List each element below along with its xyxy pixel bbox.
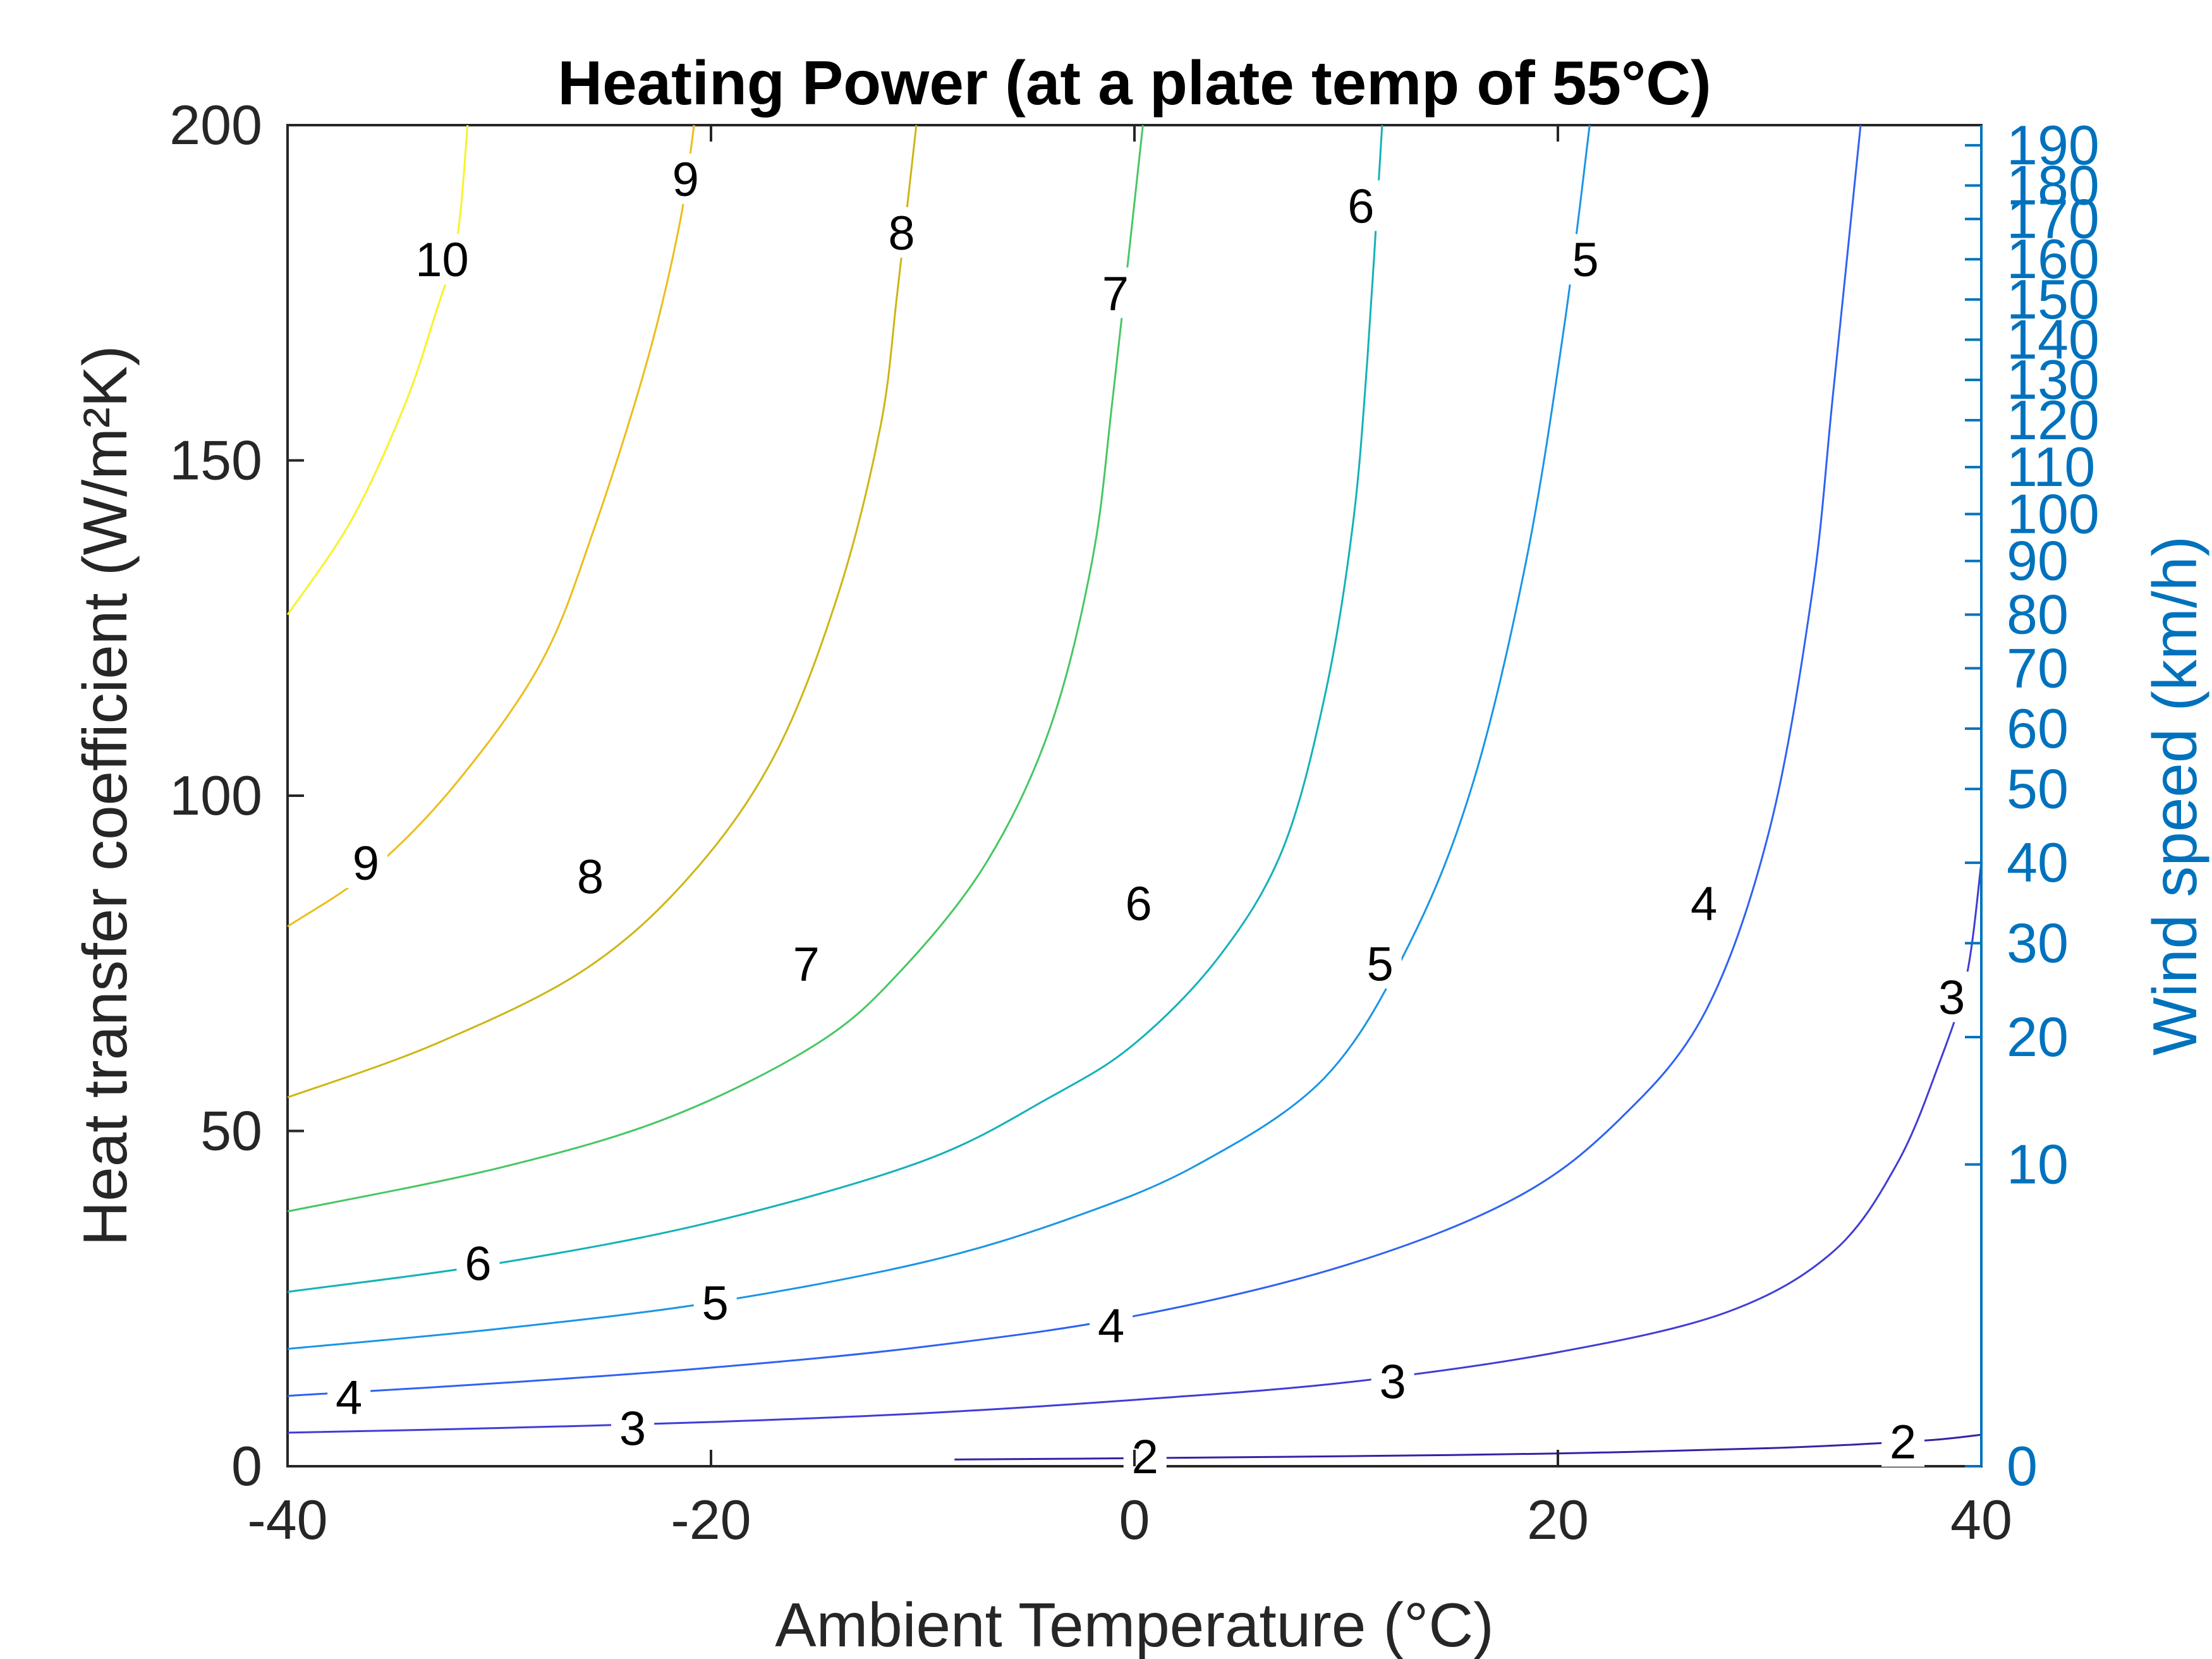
contour-label-gap — [1881, 1416, 1925, 1467]
right-tick-label: 180 — [2007, 154, 2100, 216]
right-tick-label: 150 — [2007, 268, 2100, 331]
contour-label-gap — [456, 1237, 500, 1289]
contour-label-6: 6 — [1347, 179, 1374, 233]
contour-label-gap — [1339, 180, 1383, 231]
contour-label-2: 2 — [1890, 1416, 1916, 1469]
right-tick-label: 190 — [2007, 114, 2100, 176]
contour-label-gap — [420, 234, 464, 285]
contour-label-3: 3 — [619, 1402, 646, 1456]
contour-line-5 — [287, 125, 1591, 1350]
right-tick-label: 120 — [2007, 389, 2100, 451]
contour-label-gap — [693, 1277, 737, 1328]
x-axis-label: Ambient Temperature (°C) — [775, 1590, 1494, 1659]
y-tick-label: 50 — [200, 1100, 262, 1162]
right-tick-label: 170 — [2007, 188, 2100, 250]
right-tick-label: 70 — [2007, 636, 2069, 699]
contour-label-gap — [664, 153, 707, 204]
contour-label-gap — [1564, 234, 1607, 285]
y-tick-label: 150 — [169, 429, 262, 492]
contour-label-gap — [1090, 1300, 1133, 1351]
y-axis-label: Heat transfer coefficient (W/m²K) — [70, 345, 140, 1246]
right-tick-label: 50 — [2007, 757, 2069, 820]
contour-line-9 — [287, 125, 695, 928]
contour-label-gap — [1358, 938, 1402, 989]
contour-label-4: 4 — [336, 1371, 362, 1425]
contour-label-gap — [327, 1371, 371, 1423]
contour-label-4: 4 — [1691, 877, 1717, 931]
contour-label-gap — [880, 207, 923, 258]
contour-label-9: 9 — [672, 153, 699, 207]
x-tick-label: 0 — [1119, 1488, 1150, 1551]
contour-label-gap — [1930, 971, 1974, 1023]
right-tick-label: 100 — [2007, 482, 2100, 545]
x-tick-label: 20 — [1527, 1488, 1589, 1551]
contour-label-4: 4 — [1098, 1299, 1124, 1353]
right-axis-label: Wind speed (km/h) — [2140, 536, 2209, 1055]
contour-label-7: 7 — [1102, 267, 1129, 320]
contour-label-gap — [569, 851, 612, 902]
right-tick-label: 20 — [2007, 1006, 2069, 1068]
contour-label-8: 8 — [577, 850, 604, 904]
right-tick-label: 90 — [2007, 530, 2069, 592]
y-tick-label: 100 — [169, 764, 262, 827]
right-tick-label: 0 — [2007, 1435, 2038, 1497]
right-tick-label: 110 — [2007, 435, 2095, 498]
plot-area — [286, 124, 1983, 1468]
contour-label-5: 5 — [1366, 937, 1393, 991]
contour-line-4 — [287, 125, 1862, 1397]
right-tick-label: 80 — [2007, 583, 2069, 646]
contour-label-10: 10 — [415, 233, 469, 287]
contour-labels: 2 2 3 3 3 4 4 4 5 5 5 6 6 6 7 7 8 8 9 9 10 — [327, 153, 1974, 1484]
y-tick-label: 0 — [231, 1435, 262, 1497]
right-tick-label: 40 — [2007, 831, 2069, 894]
right-tick-label: 130 — [2007, 348, 2100, 411]
contour-label-gap — [784, 938, 828, 989]
contour-label-8: 8 — [888, 207, 915, 260]
right-tick-label: 140 — [2007, 308, 2100, 371]
right-axis-ticks: 0 10 20 30 40 5060708090100110120130140150160… — [1965, 114, 2100, 1497]
contour-label-gap — [344, 837, 387, 889]
contour-line-6 — [287, 125, 1383, 1293]
right-tick-label: 30 — [2007, 911, 2069, 974]
contour-label-2: 2 — [1132, 1430, 1158, 1484]
contour-label-gap — [1371, 1356, 1414, 1407]
y-axis-ticks: 0 50 100 150 200 — [169, 94, 304, 1497]
y-tick-label: 200 — [169, 94, 262, 156]
contour-label-3: 3 — [1380, 1355, 1406, 1409]
contour-label-gap — [1123, 1431, 1167, 1482]
contour-label-gap — [1682, 877, 1726, 928]
contour-label-gap — [1093, 267, 1137, 319]
contour-label-7: 7 — [793, 937, 820, 991]
right-tick-label: 10 — [2007, 1133, 2069, 1196]
contour-label-9: 9 — [353, 837, 379, 890]
contour-label-6: 6 — [465, 1237, 491, 1291]
contour-line-10 — [286, 125, 469, 616]
contour-label-gap — [1117, 877, 1160, 928]
contour-line-7 — [287, 125, 1144, 1213]
right-tick-label: 160 — [2007, 228, 2100, 290]
contour-label-5: 5 — [702, 1277, 729, 1330]
x-tick-label: -40 — [247, 1488, 327, 1551]
contour-line-8 — [287, 125, 918, 1098]
contour-lines — [286, 125, 1983, 1461]
x-axis-ticks: -40 -20 0 20 40 — [247, 125, 2012, 1551]
contour-label-5: 5 — [1572, 233, 1598, 287]
x-tick-label: -20 — [671, 1488, 751, 1551]
chart-title: Heating Power (at a plate temp of 55°C) — [557, 48, 1711, 118]
contour-line-3 — [287, 862, 1983, 1434]
contour-label-3: 3 — [1938, 971, 1965, 1024]
x-tick-label: 40 — [1950, 1488, 2012, 1551]
right-tick-label: 60 — [2007, 697, 2069, 760]
contour-label-6: 6 — [1126, 877, 1152, 931]
contour-label-gap — [611, 1402, 655, 1454]
